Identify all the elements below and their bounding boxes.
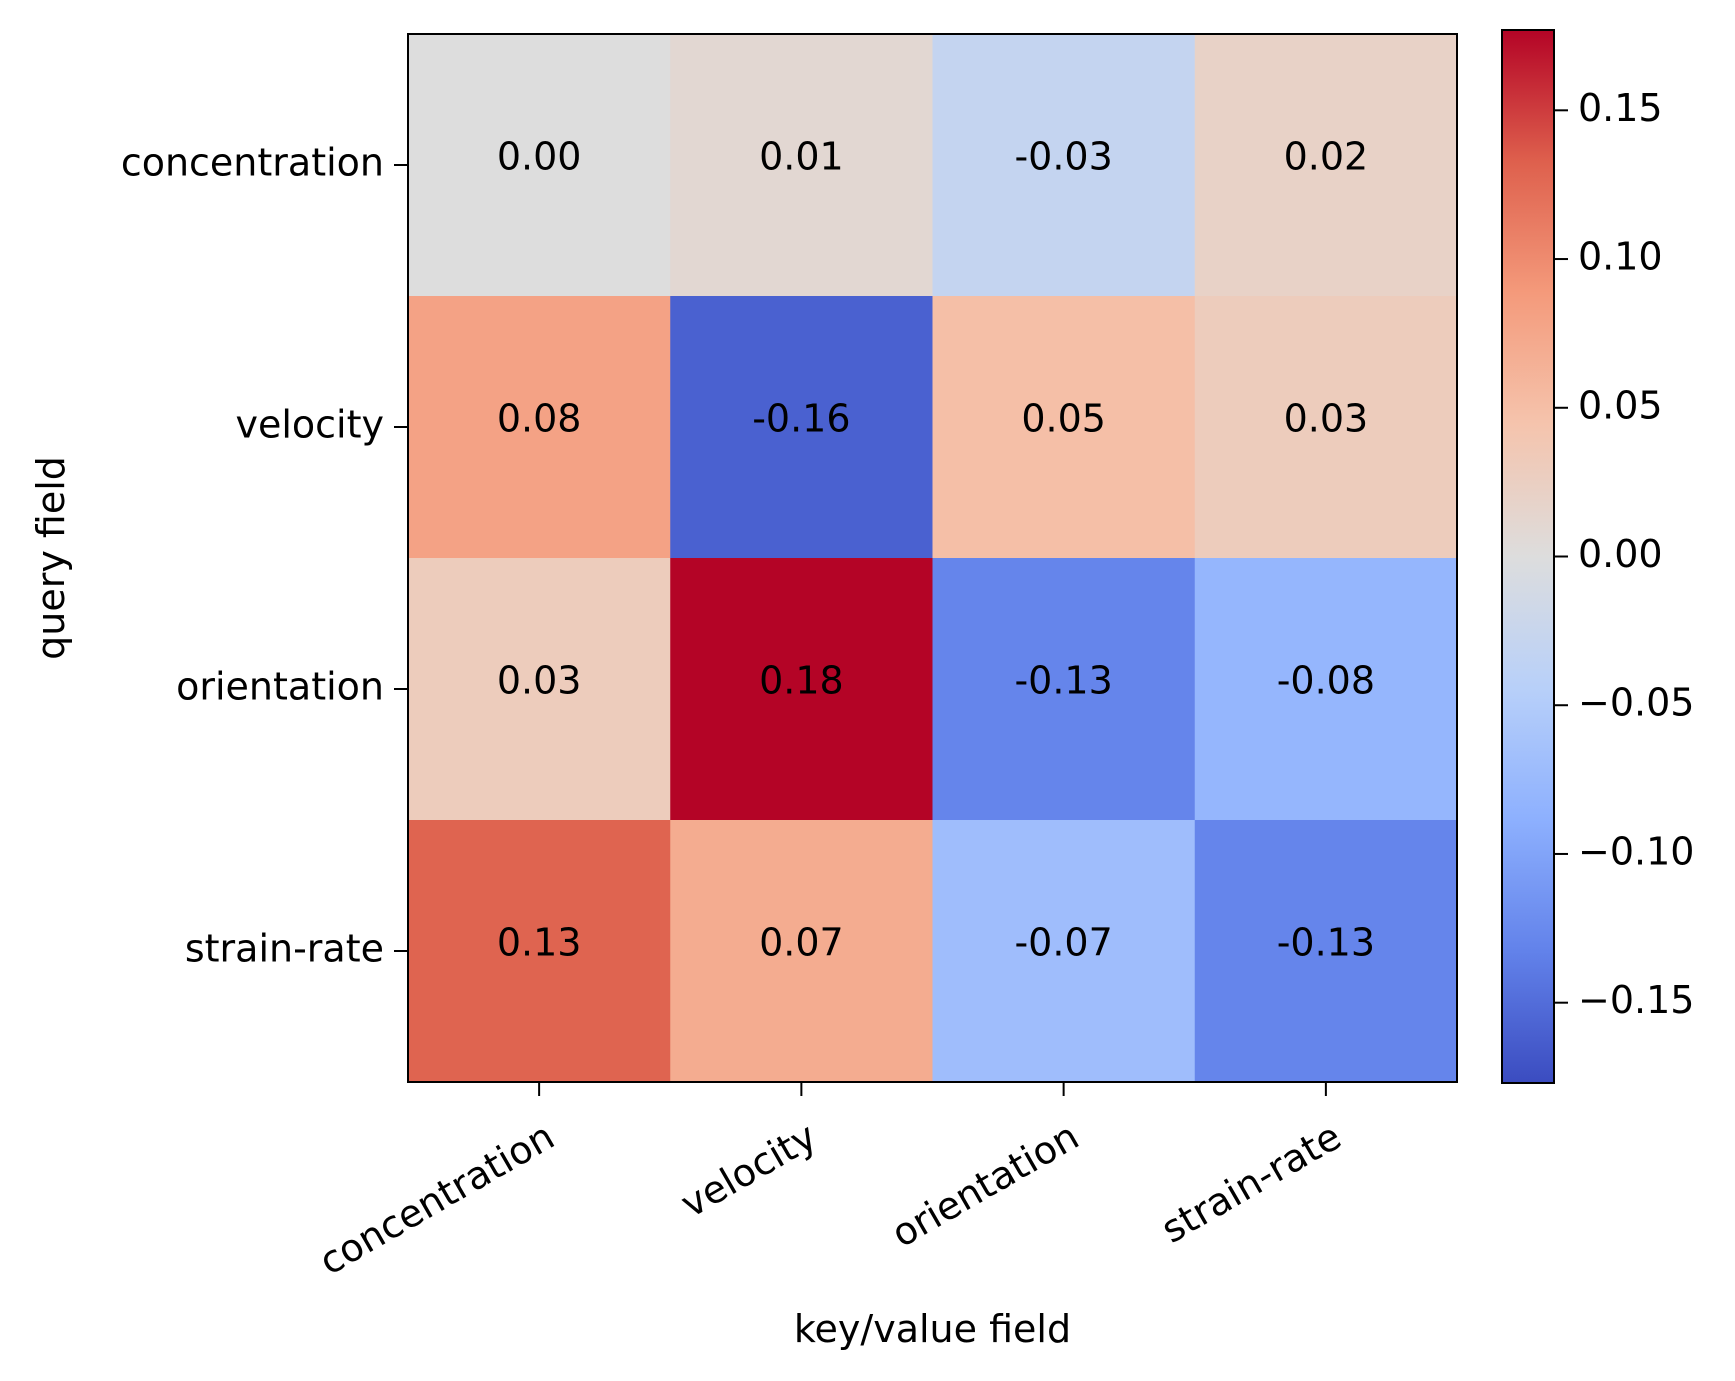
x-axis-title: key/value field [794, 1307, 1071, 1351]
colorbar-tick-label: −0.10 [1578, 829, 1694, 873]
heatmap-cell [1194, 34, 1458, 297]
colorbar-tick-label: 0.00 [1578, 532, 1663, 576]
heatmap-cell [670, 820, 933, 1083]
heatmap-cell [932, 820, 1196, 1083]
cell-value-label: -0.13 [1277, 921, 1375, 965]
heatmap-cell [408, 820, 671, 1083]
cell-value-label: -0.07 [1014, 921, 1112, 965]
cell-value-label: 0.03 [497, 659, 582, 703]
cell-value-label: 0.01 [759, 135, 844, 179]
cell-value-label: 0.18 [759, 659, 844, 703]
cell-value-label: 0.08 [497, 397, 582, 441]
y-tick-label: velocity [235, 403, 384, 447]
plot-frame [407, 33, 1458, 1083]
colorbar-tick-label: 0.10 [1578, 235, 1663, 279]
heatmap-cell [932, 296, 1196, 559]
y-axis-ticks: concentration velocity orientation strain-r… [121, 141, 408, 971]
heatmap-cell [1194, 820, 1458, 1083]
cell-value-label: 0.02 [1284, 135, 1369, 179]
cell-value-label: 0.00 [497, 135, 582, 179]
y-axis-title: query field [29, 456, 73, 660]
cell-value-label: -0.08 [1277, 659, 1375, 703]
heatmap-cell [932, 34, 1196, 297]
y-tick-label: strain-rate [185, 927, 384, 971]
colorbar-ticks: 0.15 0.10 0.05 0.00 −0.05 −0.10 −0.15 [1554, 86, 1694, 1022]
x-tick-label: strain-rate [1154, 1114, 1348, 1252]
heatmap-cell [670, 558, 933, 821]
cell-value-label: 0.05 [1021, 397, 1106, 441]
cell-value-label: 0.13 [497, 921, 582, 965]
colorbar-tick-label: 0.15 [1578, 86, 1663, 130]
cell-value-label: -0.03 [1014, 135, 1112, 179]
heatmap-cell [408, 34, 671, 297]
colorbar-tick-label: 0.05 [1578, 383, 1663, 427]
y-tick-label: orientation [176, 665, 384, 709]
colorbar-tick-label: −0.05 [1578, 681, 1694, 725]
heatmap-cell-labels: 0.00 0.01 -0.03 0.02 0.08 -0.16 0.05 0.03 0.03 0.… [497, 135, 1375, 965]
y-tick-label: concentration [121, 141, 384, 185]
heatmap-cell [408, 558, 671, 821]
cell-value-label: 0.03 [1284, 397, 1369, 441]
x-axis-ticks: concentration velocity orientation strain-r… [312, 1082, 1348, 1284]
heatmap-cell [1194, 558, 1458, 821]
colorbar-tick-label: −0.15 [1578, 978, 1694, 1022]
heatmap-cell [408, 296, 671, 559]
cell-value-label: -0.16 [752, 397, 850, 441]
colorbar [1502, 30, 1554, 1083]
x-tick-label: velocity [673, 1114, 824, 1226]
x-tick-label: orientation [884, 1114, 1086, 1256]
heatmap-cell [670, 296, 933, 559]
cell-value-label: -0.13 [1014, 659, 1112, 703]
x-tick-label: concentration [312, 1114, 562, 1284]
cell-value-label: 0.07 [759, 921, 844, 965]
heatmap-cell [670, 34, 933, 297]
heatmap-cells [408, 34, 1458, 1083]
heatmap-cell [932, 558, 1196, 821]
heatmap-cell [1194, 296, 1458, 559]
